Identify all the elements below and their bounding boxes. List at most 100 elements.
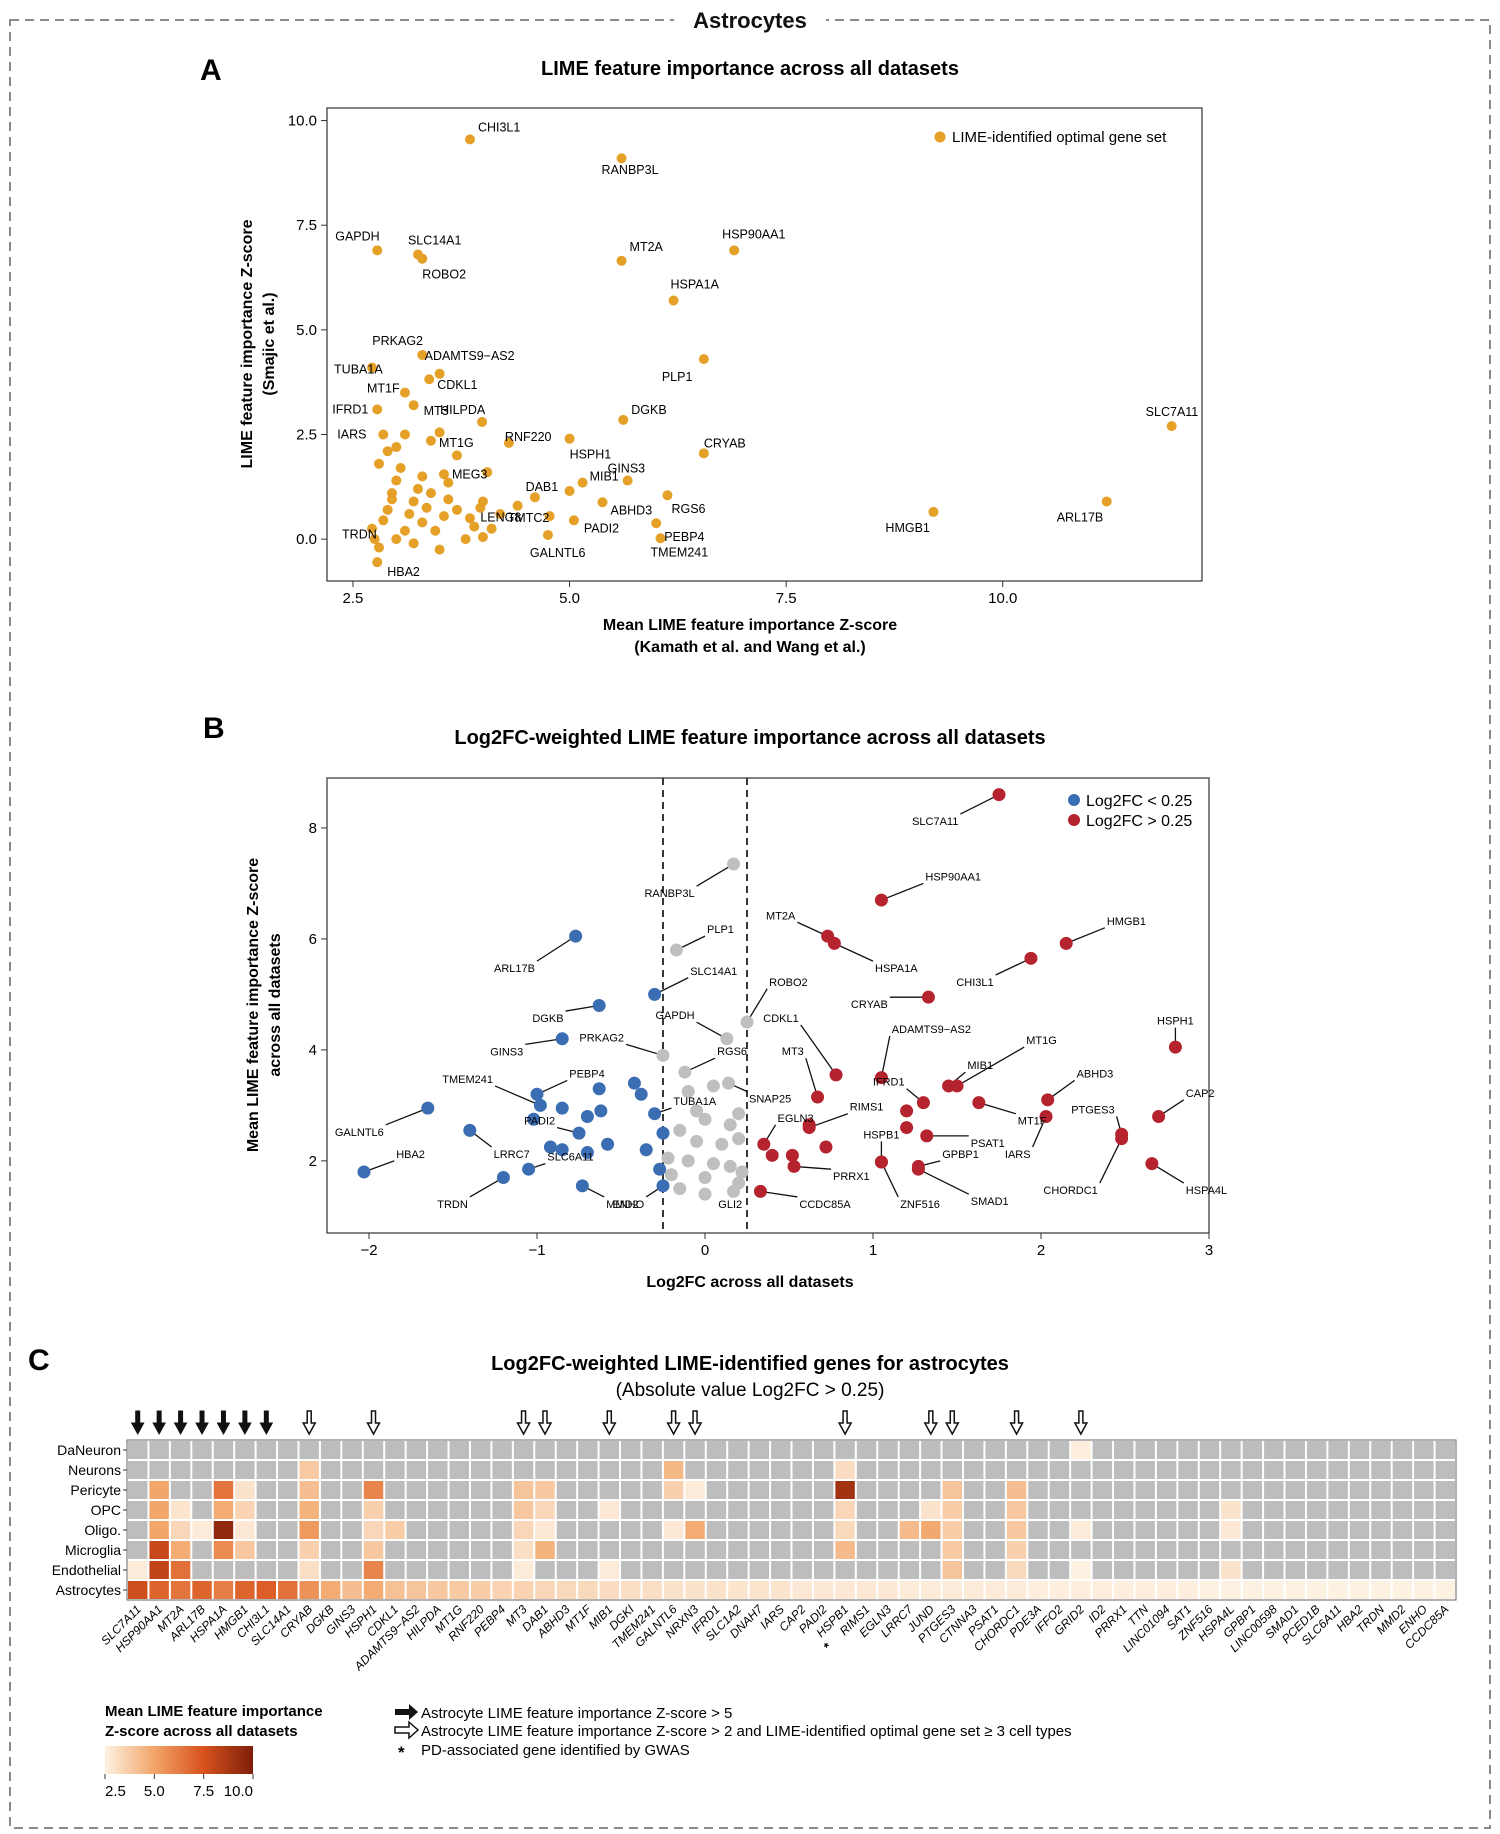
heatmap-cell	[1435, 1541, 1455, 1559]
heatmap-cell	[556, 1541, 577, 1559]
point-label: RANBP3L	[644, 888, 694, 900]
point-label: MT1F	[367, 382, 400, 396]
heatmap-cell	[899, 1561, 920, 1579]
row-label: Astrocytes	[56, 1582, 121, 1598]
heatmap-cell	[535, 1581, 555, 1599]
heatmap-cell	[320, 1461, 341, 1479]
panel-b-legend-label-blue: Log2FC < 0.25	[1086, 793, 1192, 810]
point-label: ROBO2	[769, 977, 808, 989]
data-point	[408, 400, 419, 411]
heatmap-cell	[278, 1481, 298, 1499]
heatmap-cell	[899, 1521, 920, 1539]
leader-line	[696, 863, 734, 887]
heatmap-cell	[128, 1461, 148, 1479]
data-point	[874, 1155, 888, 1169]
point-label: IFRD1	[873, 1077, 905, 1089]
data-point	[495, 509, 506, 520]
x-tick-label: 5.0	[559, 590, 580, 607]
open-down-arrow-icon	[837, 1410, 853, 1436]
point-label: PRKAG2	[579, 1032, 624, 1044]
heatmap-cell	[835, 1541, 855, 1559]
heatmap-cell	[535, 1561, 555, 1579]
point-label: GALNTL6	[335, 1127, 384, 1139]
heatmap-cell	[363, 1461, 384, 1479]
data-point	[1152, 1109, 1166, 1123]
data-point	[369, 534, 380, 545]
data-point	[564, 486, 575, 497]
heatmap-cell	[535, 1541, 555, 1559]
data-point	[568, 515, 579, 526]
data-point	[874, 893, 888, 907]
heatmap-cell	[813, 1441, 834, 1459]
heatmap-cell	[642, 1461, 662, 1479]
heatmap-cell	[813, 1581, 834, 1599]
black-down-arrow-icon	[152, 1410, 166, 1436]
data-point	[367, 362, 378, 373]
point-label: SLC7A11	[912, 816, 958, 828]
heatmap-cell	[1071, 1541, 1091, 1559]
x-tick-label: 7.5	[776, 590, 797, 607]
data-point	[530, 1087, 544, 1101]
data-point	[732, 1107, 746, 1121]
heatmap-cell	[1114, 1521, 1134, 1539]
panel-a-points	[367, 134, 1177, 568]
heatmap-cell	[213, 1541, 234, 1559]
heatmap-cell	[1049, 1501, 1070, 1519]
data-point	[1059, 936, 1073, 950]
leader-line	[385, 1107, 429, 1126]
data-point	[463, 1123, 477, 1137]
heatmap-cell	[878, 1581, 898, 1599]
heatmap-cell	[706, 1501, 727, 1519]
panel-b-legend-marker-red	[1068, 814, 1080, 826]
heatmap-cell	[1414, 1521, 1434, 1539]
heatmap-cell	[771, 1581, 791, 1599]
heatmap-cell	[706, 1561, 727, 1579]
heatmap-cell	[1349, 1481, 1370, 1499]
heatmap-cell	[728, 1521, 748, 1539]
data-point	[417, 349, 428, 360]
panel-a-y-ticks: 0.0 2.5 5.0 7.5 10.0	[288, 113, 327, 548]
heatmap-cell	[1435, 1501, 1455, 1519]
heatmap-cell	[1221, 1561, 1241, 1579]
point-label: SMAD1	[971, 1196, 1009, 1208]
heatmap-cell	[1028, 1501, 1048, 1519]
heatmap-cell	[470, 1481, 491, 1499]
heatmap-cell	[749, 1561, 770, 1579]
data-point	[1041, 1093, 1055, 1107]
heatmap-cell	[685, 1481, 705, 1499]
open-down-arrow-icon	[1073, 1410, 1089, 1436]
heatmap-cell	[342, 1561, 362, 1579]
x-tick-label: 2	[1037, 1242, 1045, 1259]
heatmap-cell	[192, 1521, 212, 1539]
leader-line	[494, 1085, 541, 1106]
data-point	[1039, 1109, 1053, 1123]
heatmap-cell	[1392, 1461, 1413, 1479]
heatmap-cell	[1114, 1561, 1134, 1579]
data-point	[1101, 496, 1112, 507]
heatmap-cell	[642, 1521, 662, 1539]
heatmap-cell	[899, 1541, 920, 1559]
panel-c-column-labels: SLC7A11HSP90AA1MT2AARL17BHSPA1AHMGB1CHI3…	[98, 1601, 1451, 1674]
point-label: TRDN	[437, 1199, 468, 1211]
heatmap-cell	[942, 1581, 962, 1599]
heatmap-cell	[256, 1541, 277, 1559]
heatmap-cell	[1178, 1541, 1198, 1559]
data-point	[757, 1137, 771, 1151]
black-down-arrow-icon	[259, 1410, 274, 1436]
heatmap-cell	[921, 1501, 941, 1519]
data-point	[512, 500, 523, 511]
data-point	[477, 416, 488, 427]
panel-c-arrows	[130, 1410, 1089, 1436]
data-point	[434, 427, 445, 438]
heatmap-cell	[1006, 1461, 1027, 1479]
point-label: PLP1	[707, 924, 734, 936]
heatmap-cell	[1328, 1581, 1348, 1599]
heatmap-cell	[192, 1541, 212, 1559]
heatmap-cell	[1221, 1581, 1241, 1599]
heatmap-cell	[556, 1481, 577, 1499]
heatmap-cell	[663, 1521, 684, 1539]
heatmap-cell	[492, 1501, 512, 1519]
heatmap-cell	[963, 1481, 984, 1499]
heatmap-cell	[599, 1561, 620, 1579]
